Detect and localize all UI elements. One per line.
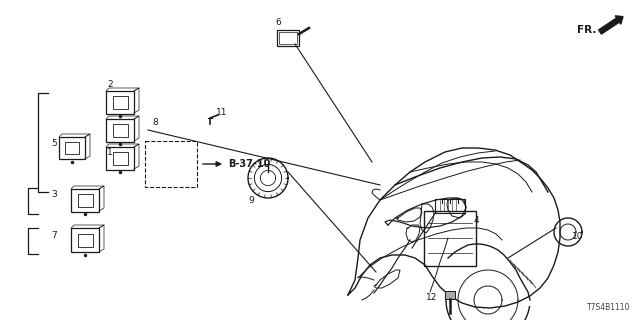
Bar [65,142,79,154]
Text: B-37-10: B-37-10 [228,159,270,169]
Text: FR.: FR. [577,25,596,35]
Text: 11: 11 [216,108,228,116]
Bar [71,189,99,212]
Bar [113,96,129,109]
Bar [106,91,134,114]
Text: 3: 3 [51,189,57,198]
Bar [71,228,99,252]
Bar [277,30,299,46]
Text: 2: 2 [107,79,113,89]
Bar [113,152,129,165]
Bar [113,124,129,137]
Bar [78,234,93,247]
FancyArrow shape [598,16,623,34]
Text: 4: 4 [473,215,479,225]
Text: 7: 7 [51,230,57,239]
Text: 10: 10 [572,231,584,241]
Bar [445,291,455,299]
Bar [435,199,465,213]
Bar [145,141,197,187]
Text: 5: 5 [51,139,57,148]
Text: 6: 6 [275,18,281,27]
Text: 1: 1 [107,148,113,156]
Bar [78,194,93,207]
Bar [279,32,297,44]
Text: 12: 12 [426,293,438,302]
Bar [106,119,134,142]
Text: T7S4B1110: T7S4B1110 [587,303,630,312]
Bar [106,147,134,170]
Bar [59,137,85,159]
Text: 9: 9 [248,196,254,204]
Bar [424,211,476,266]
Text: 8: 8 [152,117,158,126]
